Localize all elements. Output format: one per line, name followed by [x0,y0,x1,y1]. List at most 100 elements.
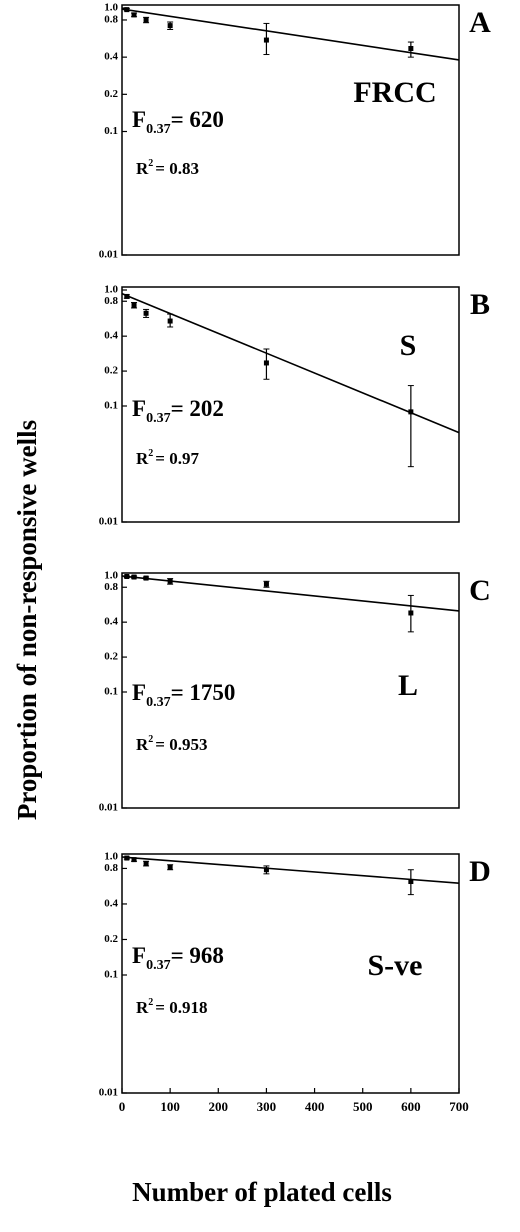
x-tick-label: 400 [305,1099,325,1114]
panel-label: D [469,855,491,888]
r-symbol: R [136,998,149,1017]
r-superscript: 2 [148,997,153,1008]
plot-frame [121,853,460,1094]
plot-frame [121,572,460,809]
r-squared: R2 = 0.97 [136,448,199,468]
y-tick-label: 1.0 [104,851,118,863]
y-tick-label: 0.4 [104,51,118,63]
r-value: = 0.83 [155,159,199,178]
x-tick-label: 300 [257,1099,277,1114]
f-statistic: F0.37= 620 [132,107,224,137]
data-point [167,864,173,870]
f-value: = 968 [171,943,224,968]
r-squared: R2 = 0.918 [136,997,207,1017]
data-point [263,360,269,366]
panel-label: B [470,288,490,321]
f-statistic: F0.37= 968 [132,943,224,973]
y-tick-label: 0.8 [104,581,118,593]
y-tick-label: 0.2 [104,88,118,100]
y-tick-label: 0.1 [104,400,118,412]
fit-line [121,8,460,61]
y-tick-label: 0.2 [104,933,118,945]
data-point [143,575,149,581]
data-point [124,7,130,13]
f-value: = 620 [171,107,224,132]
f-subscript: 0.37 [146,411,171,426]
data-point [263,581,269,587]
fit-line [121,292,460,434]
r-value: = 0.953 [155,735,207,754]
y-tick-label: 0.1 [104,969,118,981]
panel-annotation: S-ve [368,949,423,982]
r-squared: R2 = 0.953 [136,734,207,754]
y-tick-label: 0.4 [104,330,118,342]
data-point [143,861,149,867]
data-point [131,302,137,308]
data-point [408,878,414,884]
y-tick-label: 1.0 [104,2,118,14]
r-value: = 0.97 [155,449,199,468]
f-subscript: 0.37 [146,695,171,710]
x-tick-label: 600 [401,1099,421,1114]
data-point [167,318,173,324]
data-point [131,857,137,863]
y-tick-label: 0.01 [99,802,118,814]
fit-line [121,575,460,612]
plot-frame [121,4,460,256]
data-point [131,574,137,580]
r-symbol: R [136,449,149,468]
x-tick-label: 0 [119,1099,126,1114]
y-tick-label: 0.01 [99,249,118,261]
f-symbol: F [132,680,146,705]
x-axis-label: Number of plated cells [132,1177,392,1207]
data-point [408,45,414,51]
data-point [143,310,149,316]
f-symbol: F [132,107,146,132]
x-tick-label: 200 [209,1099,229,1114]
panel-label: A [469,6,491,39]
panel-label: C [469,574,491,607]
x-tick-label: 700 [449,1099,469,1114]
y-tick-label: 0.01 [99,516,118,528]
data-point [167,23,173,29]
r-value: = 0.918 [155,998,207,1017]
r-superscript: 2 [148,734,153,745]
y-tick-label: 0.8 [104,295,118,307]
y-tick-label: 0.4 [104,897,118,909]
data-point [124,855,130,861]
y-tick-label: 0.8 [104,862,118,874]
y-tick-label: 0.01 [99,1087,118,1099]
plot-frame [121,286,460,523]
r-symbol: R [136,735,149,754]
f-symbol: F [132,396,146,421]
data-point [263,37,269,43]
data-point [408,409,414,415]
y-tick-label: 1.0 [104,570,118,582]
y-tick-label: 0.1 [104,686,118,698]
data-point [143,17,149,23]
f-value: = 1750 [171,680,236,705]
data-point [408,610,414,616]
y-tick-label: 0.2 [104,365,118,377]
y-tick-label: 0.1 [104,125,118,137]
f-symbol: F [132,943,146,968]
fit-line [121,856,460,884]
x-tick-label: 500 [353,1099,373,1114]
f-statistic: F0.37= 1750 [132,680,235,710]
data-point [131,12,137,18]
r-superscript: 2 [148,158,153,169]
f-value: = 202 [171,396,224,421]
panel-annotation: L [398,669,418,702]
data-point [124,293,130,299]
r-symbol: R [136,159,149,178]
f-subscript: 0.37 [146,958,171,973]
y-axis-label: Proportion of non-responsive wells [12,420,42,820]
r-squared: R2 = 0.83 [136,158,199,178]
panel-annotation: FRCC [353,76,436,109]
data-point [263,867,269,873]
f-statistic: F0.37= 202 [132,396,224,426]
data-point [167,578,173,584]
r-superscript: 2 [148,448,153,459]
f-subscript: 0.37 [146,122,171,137]
